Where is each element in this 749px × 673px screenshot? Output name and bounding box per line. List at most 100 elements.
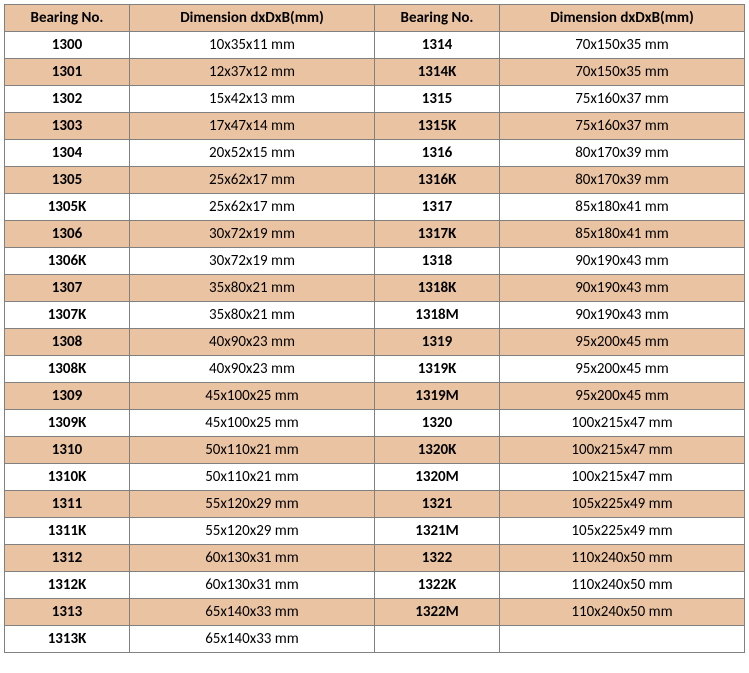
dimension-right: 70x150x35 mm (500, 59, 745, 86)
table-row: 1313K65x140x33 mm (5, 626, 745, 653)
dimension-right: 110x240x50 mm (500, 599, 745, 626)
header-bearing-left: Bearing No. (5, 5, 130, 32)
bearing-no-left: 1307K (5, 302, 130, 329)
bearing-no-left: 1300 (5, 32, 130, 59)
dimension-right: 70x150x35 mm (500, 32, 745, 59)
bearing-no-right: 1319K (375, 356, 500, 383)
dimension-left: 35x80x21 mm (130, 275, 375, 302)
table-row: 1308K40x90x23 mm1319K95x200x45 mm (5, 356, 745, 383)
bearing-no-right: 1320M (375, 464, 500, 491)
header-dim-left: Dimension dxDxB(mm) (130, 5, 375, 32)
dimension-left: 50x110x21 mm (130, 437, 375, 464)
header-bearing-right: Bearing No. (375, 5, 500, 32)
dimension-right: 100x215x47 mm (500, 464, 745, 491)
header-dim-right: Dimension dxDxB(mm) (500, 5, 745, 32)
dimension-right: 110x240x50 mm (500, 572, 745, 599)
dimension-left: 15x42x13 mm (130, 86, 375, 113)
dimension-right: 95x200x45 mm (500, 356, 745, 383)
dimension-right: 75x160x37 mm (500, 86, 745, 113)
dimension-right: 100x215x47 mm (500, 437, 745, 464)
dimension-left: 65x140x33 mm (130, 599, 375, 626)
bearing-no-right: 1320K (375, 437, 500, 464)
dimension-right: 85x180x41 mm (500, 221, 745, 248)
bearing-no-right: 1321M (375, 518, 500, 545)
bearing-no-left: 1306K (5, 248, 130, 275)
table-row: 130525x62x17 mm1316K80x170x39 mm (5, 167, 745, 194)
dimension-right: 90x190x43 mm (500, 302, 745, 329)
bearing-no-left: 1312 (5, 545, 130, 572)
bearing-no-left: 1305 (5, 167, 130, 194)
table-row: 1306K30x72x19 mm131890x190x43 mm (5, 248, 745, 275)
bearing-no-right: 1322 (375, 545, 500, 572)
bearing-no-right: 1322K (375, 572, 500, 599)
bearing-no-right: 1315K (375, 113, 500, 140)
bearing-no-left: 1309K (5, 410, 130, 437)
dimension-left: 40x90x23 mm (130, 356, 375, 383)
bearing-no-left: 1302 (5, 86, 130, 113)
dimension-right: 105x225x49 mm (500, 491, 745, 518)
bearing-no-left: 1308 (5, 329, 130, 356)
bearing-no-right: 1314K (375, 59, 500, 86)
dimension-left: 55x120x29 mm (130, 518, 375, 545)
table-row: 130010x35x11 mm131470x150x35 mm (5, 32, 745, 59)
table-row: 130112x37x12 mm1314K70x150x35 mm (5, 59, 745, 86)
dimension-left: 65x140x33 mm (130, 626, 375, 653)
bearing-no-left: 1304 (5, 140, 130, 167)
dimension-left: 30x72x19 mm (130, 221, 375, 248)
bearing-no-right: 1316K (375, 167, 500, 194)
dimension-left: 60x130x31 mm (130, 545, 375, 572)
bearing-no-right: 1319M (375, 383, 500, 410)
dimension-right: 95x200x45 mm (500, 383, 745, 410)
bearing-no-left: 1311 (5, 491, 130, 518)
dimension-left: 30x72x19 mm (130, 248, 375, 275)
bearing-no-left: 1307 (5, 275, 130, 302)
bearing-no-left: 1311K (5, 518, 130, 545)
bearing-no-left: 1310K (5, 464, 130, 491)
bearing-no-right: 1316 (375, 140, 500, 167)
dimension-right: 85x180x41 mm (500, 194, 745, 221)
bearing-no-left: 1309 (5, 383, 130, 410)
table-row: 1310K50x110x21 mm1320M100x215x47 mm (5, 464, 745, 491)
bearing-no-left: 1312K (5, 572, 130, 599)
bearing-no-left: 1306 (5, 221, 130, 248)
table-row: 130840x90x23 mm131995x200x45 mm (5, 329, 745, 356)
bearing-no-right (375, 626, 500, 653)
bearing-no-right: 1318M (375, 302, 500, 329)
dimension-left: 45x100x25 mm (130, 410, 375, 437)
dimension-right: 90x190x43 mm (500, 275, 745, 302)
table-row: 130420x52x15 mm131680x170x39 mm (5, 140, 745, 167)
dimension-right (500, 626, 745, 653)
bearing-no-right: 1317K (375, 221, 500, 248)
bearing-no-right: 1318 (375, 248, 500, 275)
dimension-left: 45x100x25 mm (130, 383, 375, 410)
bearing-no-right: 1319 (375, 329, 500, 356)
bearing-table: Bearing No. Dimension dxDxB(mm) Bearing … (4, 4, 745, 653)
table-row: 130317x47x14 mm1315K75x160x37 mm (5, 113, 745, 140)
bearing-no-left: 1310 (5, 437, 130, 464)
table-row: 130945x100x25 mm1319M95x200x45 mm (5, 383, 745, 410)
dimension-left: 20x52x15 mm (130, 140, 375, 167)
bearing-no-right: 1321 (375, 491, 500, 518)
bearing-no-right: 1315 (375, 86, 500, 113)
bearing-no-left: 1308K (5, 356, 130, 383)
dimension-right: 100x215x47 mm (500, 410, 745, 437)
bearing-no-left: 1305K (5, 194, 130, 221)
dimension-left: 10x35x11 mm (130, 32, 375, 59)
table-row: 130630x72x19 mm1317K85x180x41 mm (5, 221, 745, 248)
dimension-right: 80x170x39 mm (500, 140, 745, 167)
dimension-right: 90x190x43 mm (500, 248, 745, 275)
dimension-right: 105x225x49 mm (500, 518, 745, 545)
table-row: 130215x42x13 mm131575x160x37 mm (5, 86, 745, 113)
bearing-no-right: 1320 (375, 410, 500, 437)
bearing-no-right: 1318K (375, 275, 500, 302)
table-body: 130010x35x11 mm131470x150x35 mm130112x37… (5, 32, 745, 653)
table-row: 131260x130x31 mm1322110x240x50 mm (5, 545, 745, 572)
dimension-right: 95x200x45 mm (500, 329, 745, 356)
table-row: 1312K60x130x31 mm1322K110x240x50 mm (5, 572, 745, 599)
table-row: 1305K25x62x17 mm131785x180x41 mm (5, 194, 745, 221)
table-row: 1309K45x100x25 mm1320100x215x47 mm (5, 410, 745, 437)
dimension-right: 110x240x50 mm (500, 545, 745, 572)
table-row: 131155x120x29 mm1321105x225x49 mm (5, 491, 745, 518)
dimension-left: 50x110x21 mm (130, 464, 375, 491)
table-row: 131050x110x21 mm1320K100x215x47 mm (5, 437, 745, 464)
